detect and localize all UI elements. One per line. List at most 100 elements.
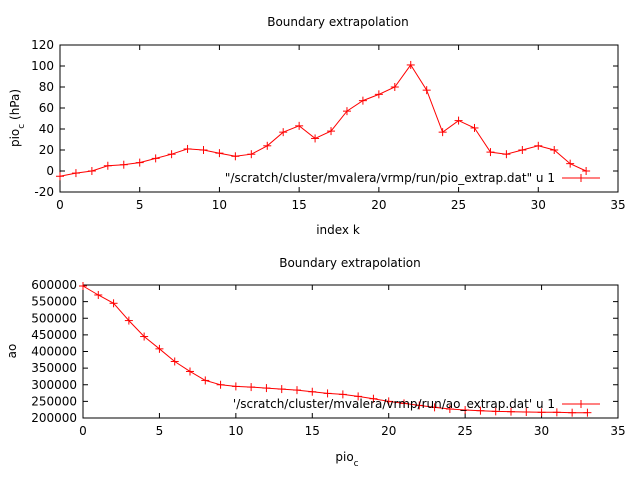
chart-bottom-data-point bbox=[583, 408, 592, 417]
chart-top-data-point bbox=[390, 83, 399, 91]
chart-bottom-xtick-label: 35 bbox=[610, 424, 625, 438]
chart-bottom-title: Boundary extrapolation bbox=[279, 256, 421, 270]
chart-top-ytick-label: 60 bbox=[39, 101, 54, 115]
chart-bottom-xtick-label: 5 bbox=[156, 424, 164, 438]
chart-top-data-point bbox=[87, 167, 96, 175]
chart-top: Boundary extrapolation pioc (hPa) index … bbox=[8, 15, 626, 237]
chart-bottom-data-point bbox=[201, 376, 210, 385]
chart-bottom-data-point bbox=[338, 390, 347, 399]
chart-top-series-line bbox=[59, 64, 587, 177]
chart-top-data-point bbox=[374, 90, 383, 99]
chart-top-ylabel-sub: c bbox=[17, 124, 27, 129]
chart-top-xtick-label: 30 bbox=[531, 198, 546, 212]
chart-top-ytick-label: 120 bbox=[31, 38, 54, 52]
chart-bottom-data-point bbox=[415, 401, 424, 410]
chart-top-data-point bbox=[438, 128, 447, 137]
chart-bottom-ytick-label: 300000 bbox=[31, 378, 77, 392]
chart-top-data-point bbox=[263, 141, 272, 150]
chart-bottom-data-point bbox=[552, 408, 561, 417]
chart-top-ylabel: pioc (hPa) bbox=[8, 89, 27, 147]
chart-top-ytick-label: 80 bbox=[39, 80, 54, 94]
chart-top-ylabel-tail: (hPa) bbox=[8, 89, 22, 124]
chart-top-data-point bbox=[454, 116, 463, 125]
chart-top-xtick-label: 15 bbox=[292, 198, 307, 212]
chart-top-ytick-label: -20 bbox=[34, 185, 54, 199]
chart-bottom-xtick-label: 30 bbox=[534, 424, 549, 438]
chart-top-data-point bbox=[71, 169, 80, 178]
chart-top-xtick-label: 25 bbox=[451, 198, 466, 212]
chart-top-data-point bbox=[311, 134, 320, 143]
chart-top-data-point bbox=[534, 141, 543, 150]
chart-top-data-point bbox=[502, 150, 511, 159]
chart-bottom-data-point bbox=[384, 397, 393, 406]
chart-bottom-legend: '/scratch/cluster/mvalera/vrmp/run/ao_ex… bbox=[233, 397, 600, 411]
chart-top-data-point bbox=[342, 107, 351, 116]
chart-bottom-data-point bbox=[277, 385, 286, 394]
chart-top-data-point bbox=[422, 86, 431, 95]
chart-top-ytick-label: 100 bbox=[31, 59, 54, 73]
chart-bottom-data-point bbox=[170, 357, 179, 366]
chart-bottom-data-point bbox=[430, 403, 439, 412]
chart-bottom-data-point bbox=[79, 281, 87, 290]
chart-bottom-data-point bbox=[216, 380, 225, 389]
chart-top-plot: 0 5 10 15 20 25 30 35-20020406080100120"/scratc… bbox=[31, 38, 626, 212]
chart-bottom-data-point bbox=[445, 405, 454, 414]
chart-top-xtick-label: 10 bbox=[212, 198, 227, 212]
chart-bottom-data-point bbox=[522, 408, 531, 417]
chart-bottom-plot: 0 5 10 15 20 25 30 35 200000 250000 300000 350000 40… bbox=[31, 278, 625, 438]
chart-top-xtick-label: 35 bbox=[610, 198, 625, 212]
chart-bottom-xtick-label: 0 bbox=[79, 424, 87, 438]
chart-bottom-ytick-label: 400000 bbox=[31, 345, 77, 359]
chart-top-ylabel-main: pio bbox=[8, 129, 22, 147]
chart-bottom-ytick-label: 350000 bbox=[31, 361, 77, 375]
chart-bottom-data-point bbox=[155, 344, 164, 353]
chart-bottom-data-point bbox=[109, 299, 118, 308]
chart-bottom-xlabel-sub: c bbox=[354, 459, 359, 469]
chart-bottom-data-point bbox=[140, 332, 149, 341]
chart-bottom-ytick-label: 600000 bbox=[31, 278, 77, 292]
chart-top-data-point bbox=[486, 148, 495, 157]
chart-top-data-point bbox=[406, 60, 415, 69]
chart-top-data-point bbox=[582, 167, 591, 175]
chart-bottom-data-point bbox=[323, 389, 332, 398]
chart-bottom-ytick-label: 250000 bbox=[31, 394, 77, 408]
chart-top-xtick-label: 20 bbox=[371, 198, 386, 212]
chart-bottom-ytick-label: 550000 bbox=[31, 295, 77, 309]
chart-top-data-point bbox=[518, 146, 527, 154]
chart-top-data-point bbox=[183, 144, 192, 153]
chart-top-data-point bbox=[470, 123, 479, 132]
chart-bottom-data-point bbox=[461, 406, 470, 415]
chart-top-xtick-label: 5 bbox=[136, 198, 144, 212]
chart-top-data-point bbox=[135, 158, 144, 167]
chart-bottom-data-point bbox=[354, 392, 363, 401]
chart-bottom-data-point bbox=[369, 394, 378, 403]
chart-top-legend-label: "/scratch/cluster/mvalera/vrmp/run/pio_e… bbox=[225, 171, 555, 185]
chart-bottom: Boundary extrapolation ao pioc 0 5 10 15 20 2… bbox=[5, 256, 626, 469]
chart-bottom-data-point bbox=[94, 290, 103, 299]
chart-bottom-ytick-label: 450000 bbox=[31, 328, 77, 342]
chart-bottom-ytick-label: 500000 bbox=[31, 311, 77, 325]
chart-top-data-point bbox=[119, 160, 128, 169]
chart-top-data-point bbox=[103, 161, 112, 170]
chart-top-data-point bbox=[327, 127, 336, 136]
chart-top-data-point bbox=[566, 159, 575, 168]
chart-top-data-point bbox=[167, 150, 176, 159]
chart-top-frame bbox=[59, 44, 619, 193]
chart-top-data-point bbox=[151, 154, 160, 163]
chart-bottom-data-point bbox=[507, 407, 515, 416]
chart-bottom-xlabel-main: pio bbox=[335, 450, 353, 464]
chart-bottom-data-point bbox=[231, 382, 240, 391]
chart-bottom-data-point bbox=[400, 399, 408, 408]
chart-top-legend: "/scratch/cluster/mvalera/vrmp/run/pio_e… bbox=[225, 171, 600, 185]
chart-top-data-point bbox=[215, 149, 224, 158]
chart-top-data-point bbox=[56, 172, 64, 181]
chart-top-data-point bbox=[247, 150, 256, 159]
chart-top-xtick-label: 0 bbox=[56, 198, 64, 212]
chart-bottom-data-point bbox=[186, 367, 194, 376]
chart-bottom-data-point bbox=[124, 316, 133, 325]
chart-bottom-data-point bbox=[262, 384, 271, 393]
chart-bottom-data-point bbox=[491, 407, 500, 416]
chart-bottom-xlabel: pioc bbox=[335, 450, 358, 469]
chart-bottom-data-point bbox=[293, 386, 301, 395]
